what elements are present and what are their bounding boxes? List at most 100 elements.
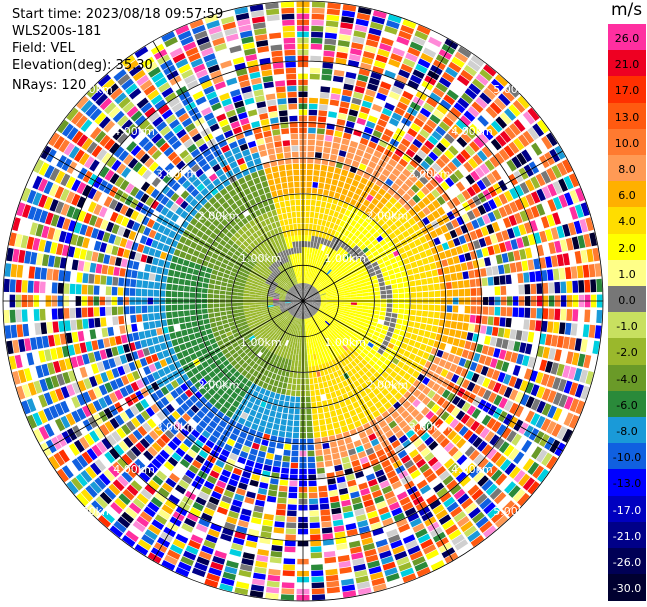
range-gate [202,444,212,454]
range-gate [286,292,293,296]
range-gate [306,291,311,297]
range-gate [530,308,537,319]
range-gate [281,388,287,395]
range-gate [451,157,462,168]
range-gate [346,319,353,324]
range-gate [370,521,382,531]
range-gate [310,354,314,361]
range-gate [115,214,124,225]
range-gate [421,406,430,416]
range-gate [238,569,252,578]
range-gate [157,368,166,378]
range-gate [491,169,502,181]
range-gate [278,356,283,364]
range-gate [22,384,32,398]
range-gate [428,284,434,291]
range-gate [264,427,272,435]
range-gate [412,370,420,379]
range-gate [470,535,485,547]
range-gate [419,343,427,351]
range-gate [290,309,296,315]
range-gate [204,272,211,279]
range-gate [397,187,406,197]
range-gate [262,309,269,313]
range-gate [176,406,185,416]
range-gate [296,318,299,325]
range-gate [181,244,189,253]
range-gate [239,318,247,323]
range-gate [148,281,155,289]
range-gate [47,227,56,240]
range-gate [341,578,355,586]
range-gate [568,337,576,350]
range-gate [391,313,398,318]
range-gate [218,454,228,463]
range-gate [294,366,298,373]
range-gate [324,460,333,467]
range-gate [562,428,573,443]
range-gate [63,308,70,319]
range-gate [486,224,495,235]
range-gate [378,454,388,463]
range-gate [450,273,457,281]
range-gate [94,317,101,328]
range-gate [384,70,396,79]
range-gate [482,389,492,401]
range-gate [328,386,335,393]
range-gate [285,313,291,319]
range-gate [317,310,324,315]
range-gate [354,313,362,318]
range-gate [403,258,410,265]
range-gate [373,265,380,271]
range-gate [130,417,141,428]
range-gate [198,420,208,429]
range-gate [493,394,503,406]
range-gate [119,237,128,248]
range-gate [365,320,372,325]
range-gate [501,427,512,440]
range-gate [331,345,337,352]
range-gate [221,315,228,321]
range-gate [398,158,408,168]
range-gate [265,326,271,332]
range-gate [319,176,326,183]
range-gate [556,363,565,377]
range-gate [148,479,160,491]
range-gate [427,135,439,146]
range-gate [495,116,508,129]
range-gate [146,418,157,429]
range-gate [332,319,339,325]
range-gate [455,245,464,255]
range-gate [325,260,330,267]
range-gate [195,400,204,409]
range-gate [441,335,449,343]
range-gate [365,554,379,563]
range-gate [39,308,46,321]
range-gate [409,41,423,52]
range-gate [263,464,272,472]
range-gate [422,386,431,396]
range-gate [246,341,253,348]
range-gate [343,83,354,91]
range-gate [55,388,65,401]
range-gate [467,351,475,361]
range-gate [309,372,313,379]
range-gate [103,196,113,208]
range-gate [159,359,168,368]
range-gate [493,348,501,358]
range-gate [412,204,422,213]
range-gate [18,339,26,353]
range-gate [150,265,157,273]
range-gate [317,188,324,195]
range-gate [397,233,405,241]
range-gate [359,318,367,323]
range-gate [44,165,55,179]
range-gate [340,319,347,324]
range-gate [250,517,262,525]
range-gate [476,179,487,191]
range-gate [186,370,194,379]
range-gate [532,123,545,137]
range-gate [485,483,498,496]
range-gate [425,410,435,420]
range-gate [45,377,54,390]
